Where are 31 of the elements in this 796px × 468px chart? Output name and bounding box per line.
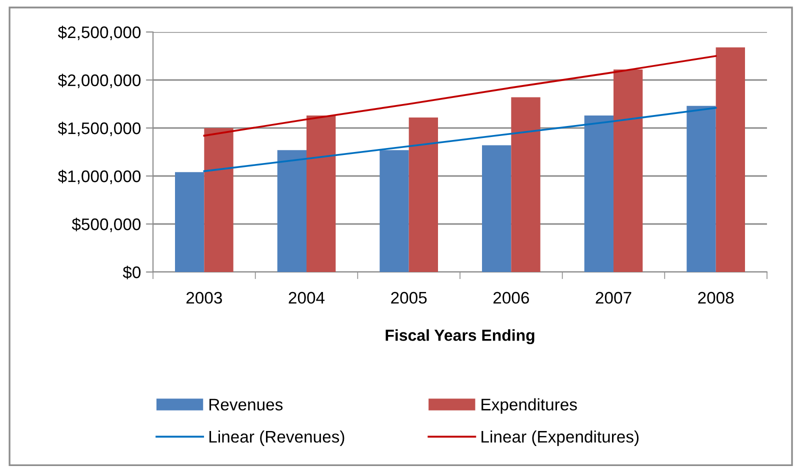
bar — [204, 128, 234, 272]
y-tick-label: $1,500,000 — [58, 122, 141, 136]
bar — [306, 116, 336, 272]
bar — [511, 97, 540, 272]
y-tick-label: $2,500,000 — [58, 26, 141, 40]
x-tick-label: 2008 — [698, 292, 734, 304]
x-tick-label: 2005 — [391, 292, 427, 304]
bar — [408, 117, 438, 272]
x-tick-label: 2004 — [288, 292, 325, 304]
x-tick-label: 2006 — [493, 292, 529, 304]
y-tick-label: $500,000 — [72, 218, 141, 232]
bar — [686, 106, 716, 272]
y-tick-label: $2,000,000 — [58, 74, 141, 88]
x-tick-label: 2007 — [596, 292, 632, 304]
x-tick-label: 2003 — [186, 292, 222, 304]
x-axis-title: Fiscal Years Ending — [386, 329, 534, 344]
line-series — [203, 106, 717, 172]
bar — [175, 172, 204, 272]
bar — [380, 150, 409, 272]
line-series — [203, 55, 717, 137]
bar — [716, 47, 745, 272]
bar — [614, 69, 643, 272]
bar — [482, 145, 512, 272]
legend-label: Linear (Revenues) — [209, 430, 344, 446]
bar — [277, 150, 306, 272]
y-tick-label: $1,000,000 — [58, 170, 141, 184]
bar — [584, 116, 614, 272]
legend-label: Revenues — [209, 398, 283, 410]
legend-label: Expenditures — [482, 398, 577, 414]
y-tick-label: $0 — [122, 266, 141, 280]
legend-label: Linear (Expenditures) — [482, 430, 639, 446]
